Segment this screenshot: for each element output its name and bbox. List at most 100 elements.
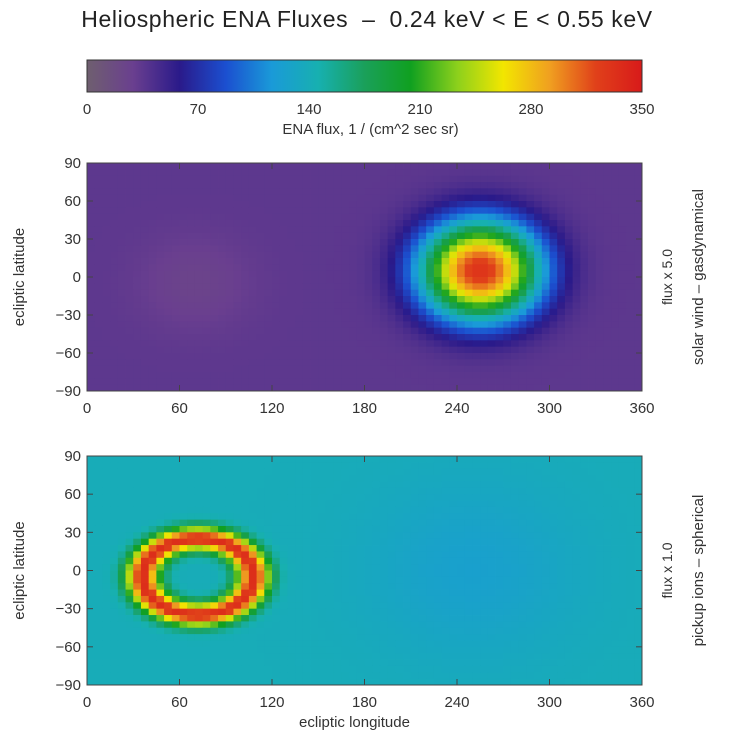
heatmap-cell (287, 169, 296, 177)
heatmap-cell (518, 245, 527, 253)
heatmap-cell (87, 315, 96, 322)
heatmap-cell (233, 653, 242, 660)
heatmap-cell (603, 207, 612, 215)
heatmap-cell (194, 462, 204, 470)
heatmap-cell (133, 468, 142, 476)
heatmap-cell (557, 494, 566, 501)
heatmap-cell (110, 481, 119, 489)
heatmap-cell (225, 258, 234, 265)
heatmap-cell (295, 251, 304, 259)
heatmap-cell (94, 346, 103, 354)
heatmap-cell (325, 659, 335, 667)
heatmap-cell (603, 545, 612, 552)
heatmap-cell (241, 653, 250, 660)
heatmap-cell (287, 634, 296, 641)
heatmap-cell (464, 213, 473, 221)
heatmap-cell (464, 602, 473, 610)
heatmap-cell (387, 456, 396, 463)
heatmap-cell (403, 487, 412, 495)
heatmap-cell (480, 564, 489, 571)
heatmap-cell (387, 551, 396, 559)
heatmap-cell (318, 194, 327, 202)
heatmap-cell (287, 163, 296, 170)
heatmap-cell (457, 327, 466, 335)
heatmap-cell (549, 175, 558, 183)
heatmap-cell (202, 201, 211, 208)
heatmap-cell (379, 232, 389, 240)
heatmap-cell (225, 169, 234, 177)
heatmap-cell (202, 277, 211, 284)
heatmap-cell (387, 353, 396, 360)
heatmap-cell (611, 589, 620, 597)
heatmap-cell (541, 475, 550, 482)
heatmap-cell (125, 289, 134, 297)
heatmap-cell (102, 283, 111, 291)
heatmap-cell (588, 519, 597, 527)
heatmap-cell (356, 532, 365, 540)
heatmap-cell (549, 251, 558, 259)
heatmap-cell (541, 519, 550, 527)
heatmap-cell (588, 327, 597, 335)
heatmap-cell (156, 564, 165, 571)
heatmap-cell (603, 220, 612, 227)
heatmap-cell (179, 264, 188, 272)
heatmap-cell (495, 500, 504, 508)
heatmap-cell (487, 557, 496, 565)
heatmap-cell (295, 270, 304, 278)
heatmap-cell (148, 277, 157, 284)
heatmap-cell (457, 481, 466, 489)
heatmap-cell (148, 251, 157, 259)
heatmap-cell (248, 182, 257, 189)
heatmap-cell (472, 232, 481, 240)
heatmap-cell (518, 201, 527, 208)
heatmap-cell (248, 621, 257, 629)
heatmap-cell (618, 494, 627, 501)
heatmap-cell (318, 251, 327, 259)
heatmap-cell (603, 570, 612, 578)
heatmap-cell (480, 583, 489, 590)
heatmap-cell (94, 468, 103, 476)
heatmap-cell (194, 346, 204, 354)
heatmap-cell (87, 353, 96, 360)
heatmap-cell (572, 163, 581, 170)
heatmap-cell (410, 564, 419, 571)
heatmap-cell (194, 557, 204, 565)
heatmap-cell (349, 283, 358, 291)
heatmap-cell (349, 169, 358, 177)
heatmap-cell (287, 475, 296, 482)
heatmap-cell (302, 308, 311, 316)
heatmap-cell (364, 532, 373, 540)
heatmap-cell (464, 163, 473, 170)
heatmap-cell (218, 589, 227, 597)
heatmap-cell (557, 589, 566, 597)
heatmap-cell (241, 513, 250, 521)
heatmap-cell (248, 321, 257, 329)
heatmap-cell (349, 506, 358, 514)
heatmap-cell (595, 258, 604, 265)
heatmap-cell (210, 289, 219, 297)
heatmap-cell (133, 481, 142, 489)
heatmap-cell (549, 207, 558, 215)
heatmap-cell (349, 576, 358, 584)
heatmap-cell (102, 175, 111, 183)
heatmap-cell (410, 608, 419, 616)
heatmap-cell (626, 321, 635, 329)
heatmap-cell (572, 175, 581, 183)
heatmap-cell (117, 500, 126, 508)
heatmap-cell (164, 201, 173, 208)
heatmap-cell (618, 226, 627, 234)
heatmap-cell (264, 302, 273, 310)
heatmap-cell (125, 182, 134, 189)
heatmap-cell (94, 557, 103, 565)
heatmap-cell (349, 525, 358, 533)
heatmap-cell (194, 602, 204, 610)
heatmap-cell (626, 365, 635, 373)
heatmap-cell (125, 506, 134, 514)
heatmap-cell (202, 308, 211, 316)
heatmap-cell (117, 576, 126, 584)
heatmap-cell (549, 570, 558, 578)
heatmap-cell (295, 232, 304, 240)
heatmap-cell (94, 494, 103, 501)
heatmap-cell (325, 468, 335, 476)
heatmap-cell (472, 296, 481, 303)
